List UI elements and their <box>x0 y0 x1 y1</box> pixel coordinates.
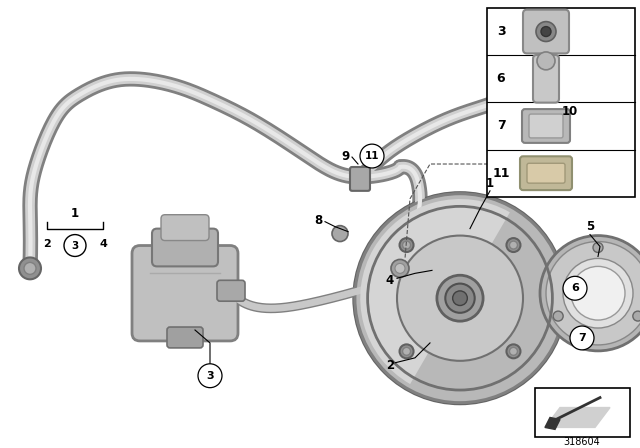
Circle shape <box>570 326 594 350</box>
Text: 3: 3 <box>72 241 79 250</box>
Text: 4: 4 <box>386 274 394 287</box>
Bar <box>535 388 630 437</box>
Text: 4: 4 <box>99 238 107 249</box>
Circle shape <box>198 364 222 388</box>
FancyBboxPatch shape <box>532 106 568 134</box>
Circle shape <box>399 238 413 252</box>
Circle shape <box>391 259 409 277</box>
Circle shape <box>360 144 384 168</box>
Circle shape <box>353 192 567 405</box>
FancyBboxPatch shape <box>529 114 563 138</box>
Text: 1: 1 <box>71 207 79 220</box>
Circle shape <box>553 311 563 321</box>
Circle shape <box>452 291 467 306</box>
Bar <box>487 8 635 197</box>
Circle shape <box>506 345 520 358</box>
Text: 3: 3 <box>497 25 506 38</box>
Text: 7: 7 <box>497 120 506 133</box>
Text: 10: 10 <box>562 105 578 118</box>
Circle shape <box>509 241 518 249</box>
FancyBboxPatch shape <box>535 109 565 131</box>
Circle shape <box>563 276 587 300</box>
FancyBboxPatch shape <box>527 163 565 183</box>
Circle shape <box>537 52 555 70</box>
Circle shape <box>332 226 348 241</box>
Polygon shape <box>545 418 560 429</box>
FancyBboxPatch shape <box>350 167 370 191</box>
Text: 3: 3 <box>206 371 214 381</box>
Text: 11: 11 <box>365 151 380 161</box>
Circle shape <box>571 267 625 320</box>
FancyBboxPatch shape <box>217 280 245 301</box>
Text: 318604: 318604 <box>564 437 600 448</box>
FancyBboxPatch shape <box>132 246 238 341</box>
Circle shape <box>445 284 475 313</box>
Circle shape <box>506 238 520 252</box>
Circle shape <box>593 242 603 253</box>
Circle shape <box>541 26 551 37</box>
Text: 2: 2 <box>43 238 51 249</box>
Circle shape <box>509 347 518 355</box>
Text: 8: 8 <box>314 214 322 227</box>
FancyBboxPatch shape <box>523 10 569 53</box>
FancyBboxPatch shape <box>152 228 218 267</box>
Circle shape <box>403 241 410 249</box>
FancyBboxPatch shape <box>167 327 203 348</box>
Circle shape <box>19 258 41 279</box>
Circle shape <box>64 235 86 256</box>
Text: 6: 6 <box>571 283 579 293</box>
FancyBboxPatch shape <box>520 156 572 190</box>
Text: 1: 1 <box>486 177 494 190</box>
Circle shape <box>546 241 640 345</box>
Text: 2: 2 <box>386 359 394 372</box>
Circle shape <box>536 22 556 42</box>
Circle shape <box>563 258 633 328</box>
Text: 11: 11 <box>492 167 509 180</box>
Polygon shape <box>545 408 610 427</box>
Text: 7: 7 <box>578 333 586 343</box>
FancyBboxPatch shape <box>522 109 570 143</box>
Circle shape <box>24 263 36 274</box>
Circle shape <box>355 194 565 403</box>
Circle shape <box>633 311 640 321</box>
Circle shape <box>540 236 640 351</box>
FancyBboxPatch shape <box>161 215 209 241</box>
Text: 6: 6 <box>497 72 506 85</box>
Text: 9: 9 <box>341 150 349 163</box>
Circle shape <box>397 236 523 361</box>
Circle shape <box>403 347 410 355</box>
Text: 5: 5 <box>586 220 594 233</box>
Wedge shape <box>360 199 510 384</box>
Circle shape <box>437 275 483 321</box>
Circle shape <box>395 263 405 273</box>
Circle shape <box>399 345 413 358</box>
FancyBboxPatch shape <box>533 55 559 103</box>
